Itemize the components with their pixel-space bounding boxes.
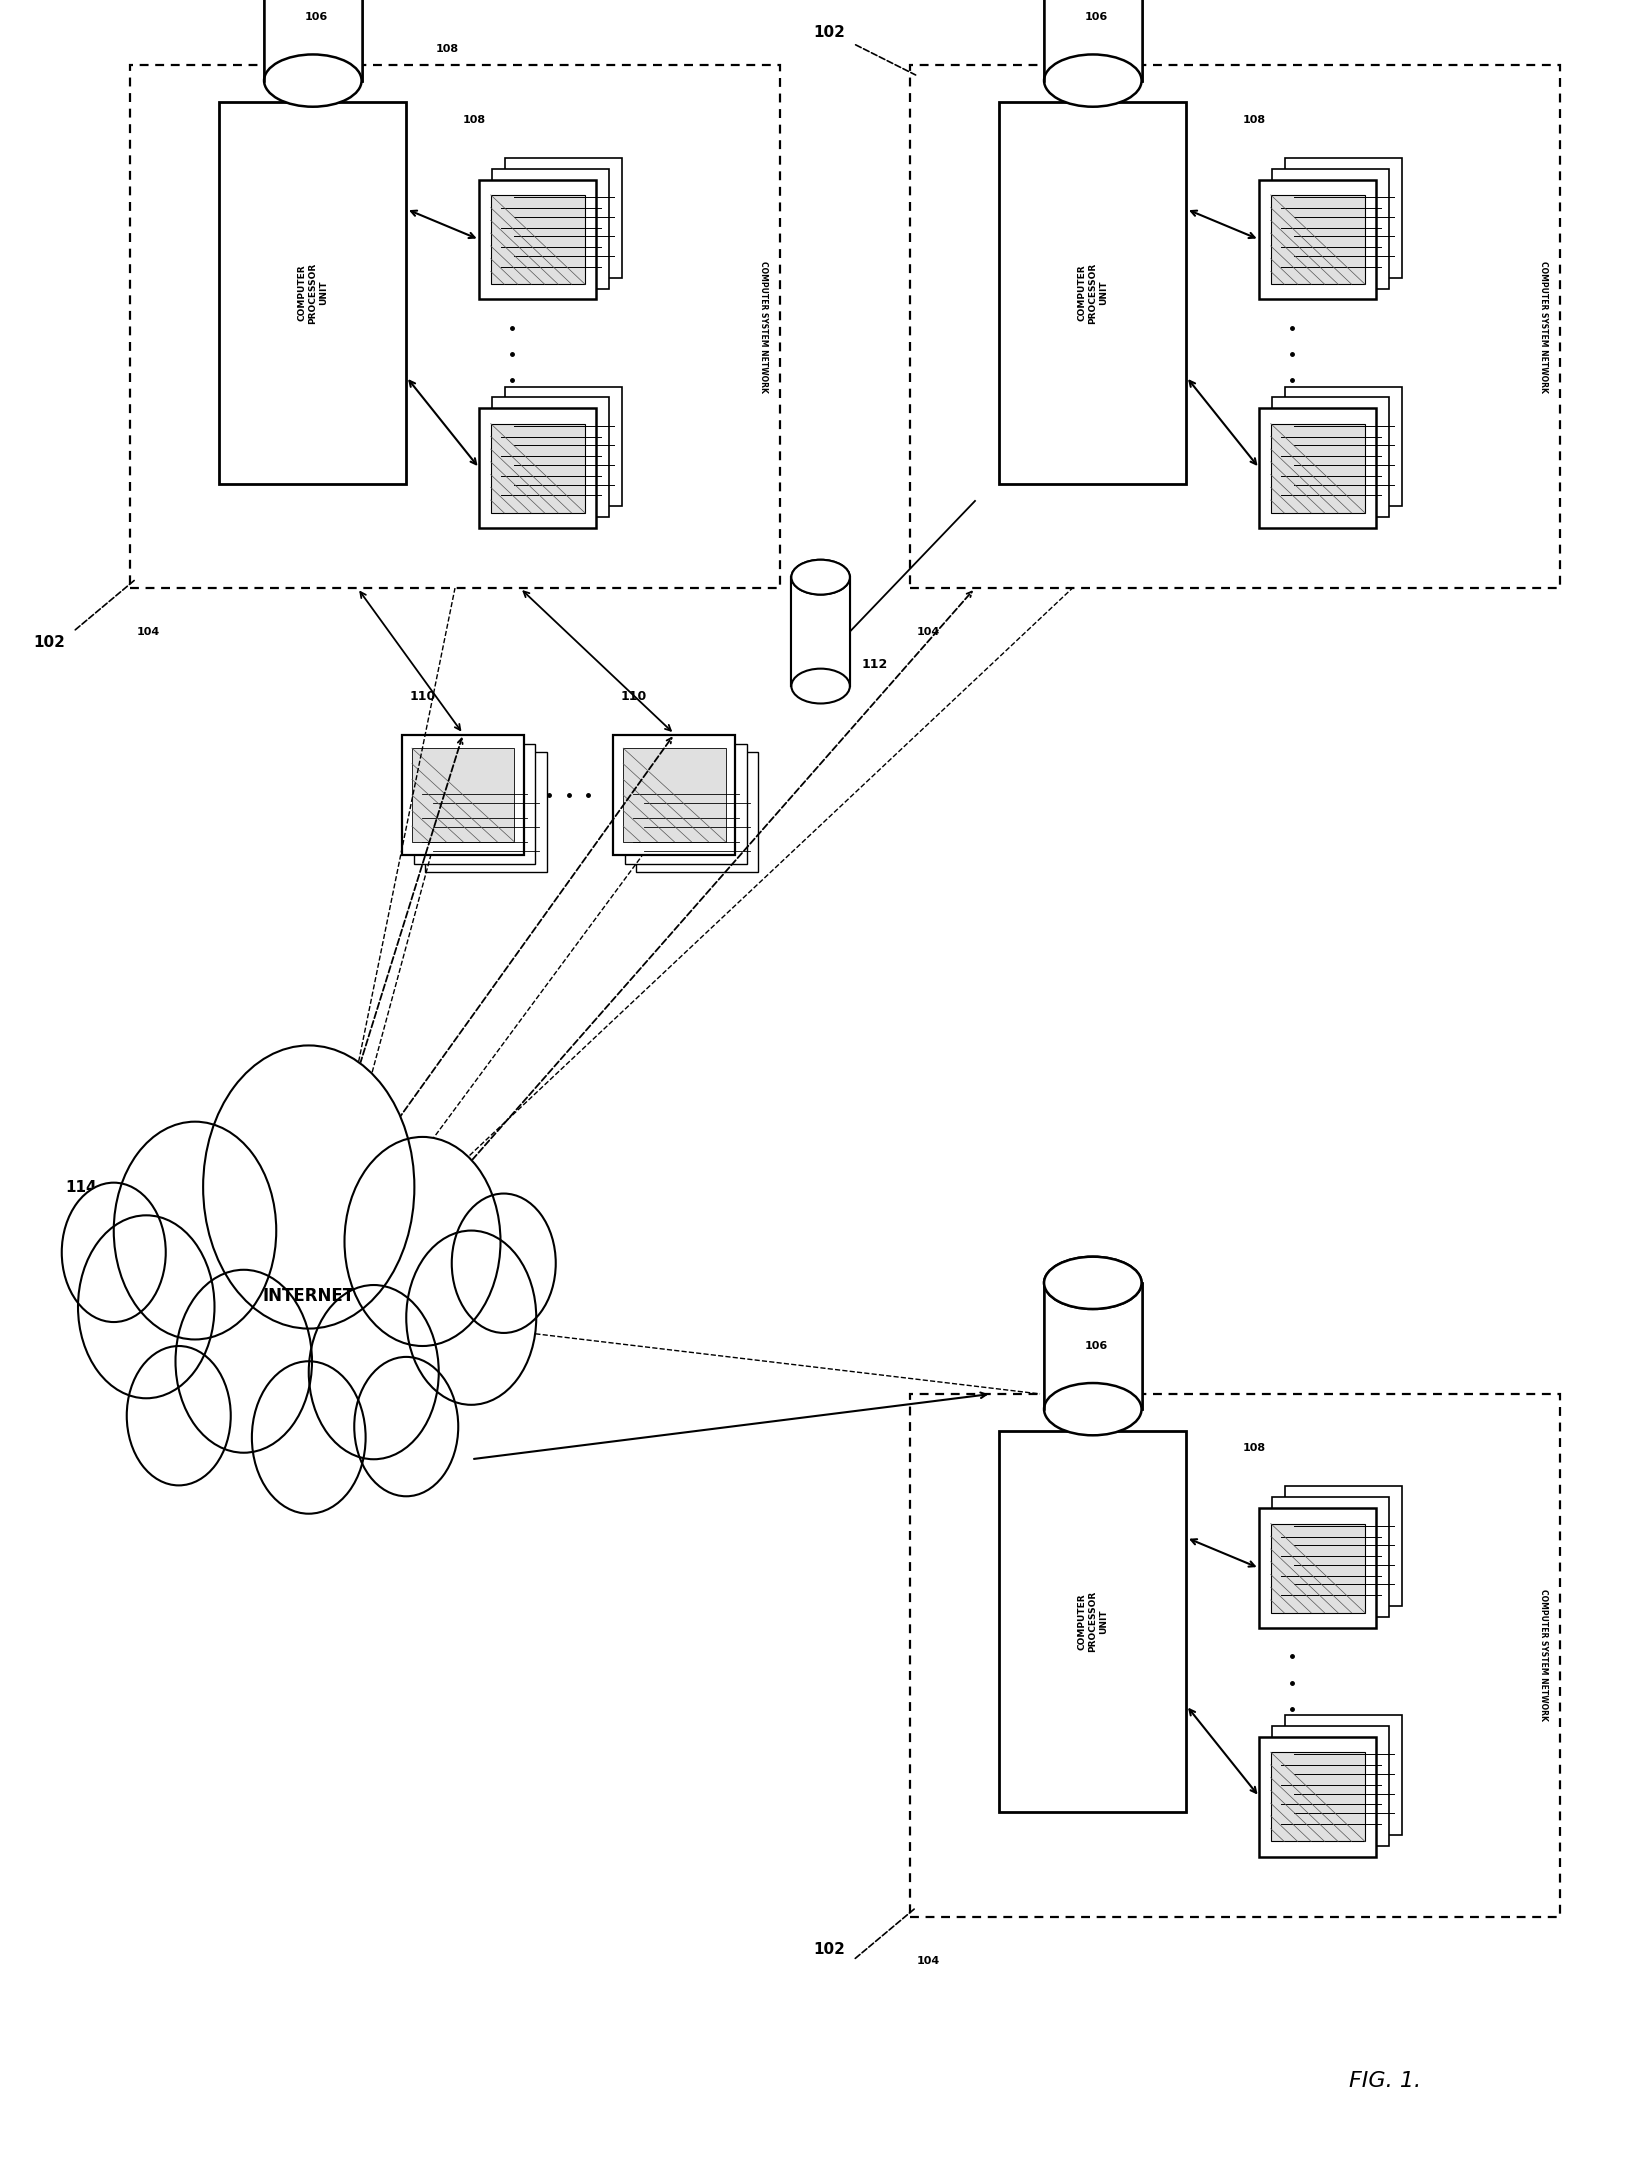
Text: 106: 106: [1084, 1342, 1108, 1350]
Ellipse shape: [1045, 1257, 1142, 1309]
Ellipse shape: [1045, 54, 1142, 107]
Bar: [999, 102, 1186, 484]
Bar: [1272, 168, 1389, 287]
Text: FIG. 1.: FIG. 1.: [1349, 2071, 1420, 2091]
Bar: [1285, 386, 1402, 507]
Bar: [479, 179, 596, 298]
Text: 108: 108: [436, 44, 458, 54]
Bar: [999, 1431, 1186, 1812]
Bar: [637, 751, 757, 871]
Text: 102: 102: [812, 26, 845, 39]
Bar: [1259, 1509, 1376, 1629]
Circle shape: [354, 1357, 458, 1496]
Circle shape: [78, 1215, 214, 1398]
Bar: [1045, 0, 1142, 81]
Text: 104: 104: [136, 627, 159, 638]
Text: 108: 108: [1243, 1444, 1266, 1453]
Circle shape: [176, 1270, 312, 1453]
Circle shape: [252, 1361, 366, 1514]
Text: 110: 110: [621, 690, 647, 703]
Text: 114: 114: [65, 1180, 96, 1194]
Text: 102: 102: [32, 636, 65, 649]
Text: COMPUTER SYSTEM NETWORK: COMPUTER SYSTEM NETWORK: [1539, 1590, 1549, 1721]
Text: 104: 104: [916, 627, 939, 638]
Text: 106: 106: [304, 13, 328, 22]
Circle shape: [344, 1137, 500, 1346]
Bar: [492, 168, 609, 287]
Bar: [1272, 1725, 1389, 1847]
Bar: [263, 0, 361, 81]
Ellipse shape: [791, 669, 850, 703]
Circle shape: [406, 1231, 536, 1405]
Text: 104: 104: [916, 1956, 939, 1967]
Text: COMPUTER SYSTEM NETWORK: COMPUTER SYSTEM NETWORK: [1539, 261, 1549, 392]
Circle shape: [127, 1346, 231, 1485]
Bar: [219, 102, 406, 484]
Bar: [1272, 396, 1389, 518]
Bar: [130, 65, 780, 588]
Text: 110: 110: [410, 690, 436, 703]
Bar: [1285, 1716, 1402, 1834]
Bar: [1272, 1498, 1389, 1616]
Circle shape: [452, 1194, 556, 1333]
Bar: [1259, 1738, 1376, 1856]
Ellipse shape: [263, 54, 361, 107]
Bar: [479, 409, 596, 529]
Bar: [1045, 1283, 1142, 1409]
Bar: [492, 396, 609, 518]
Bar: [1271, 423, 1365, 514]
Circle shape: [114, 1122, 276, 1339]
Circle shape: [62, 1183, 166, 1322]
Bar: [1271, 194, 1365, 283]
Bar: [424, 751, 546, 871]
Ellipse shape: [1045, 1383, 1142, 1435]
Text: 108: 108: [1243, 115, 1266, 124]
Bar: [1259, 409, 1376, 529]
Bar: [614, 734, 734, 854]
Text: 112: 112: [861, 658, 887, 671]
Bar: [491, 194, 585, 283]
Text: 106: 106: [1084, 13, 1108, 22]
Bar: [1271, 1525, 1365, 1612]
Bar: [411, 747, 514, 841]
Text: 102: 102: [812, 1943, 845, 1956]
Ellipse shape: [791, 560, 850, 595]
Bar: [624, 743, 748, 862]
Bar: [1285, 157, 1402, 277]
Bar: [413, 743, 536, 862]
Text: INTERNET: INTERNET: [263, 1287, 354, 1305]
Bar: [1271, 1751, 1365, 1843]
Text: COMPUTER
PROCESSOR
UNIT: COMPUTER PROCESSOR UNIT: [1077, 1590, 1108, 1653]
Text: COMPUTER
PROCESSOR
UNIT: COMPUTER PROCESSOR UNIT: [1077, 261, 1108, 325]
Ellipse shape: [791, 560, 850, 595]
Text: COMPUTER
PROCESSOR
UNIT: COMPUTER PROCESSOR UNIT: [297, 261, 328, 325]
Bar: [791, 577, 850, 686]
Text: COMPUTER SYSTEM NETWORK: COMPUTER SYSTEM NETWORK: [759, 261, 769, 392]
Circle shape: [309, 1285, 439, 1459]
Circle shape: [203, 1045, 414, 1329]
Bar: [401, 734, 523, 854]
Bar: [910, 65, 1560, 588]
Bar: [1285, 1488, 1402, 1607]
Bar: [1259, 179, 1376, 298]
Bar: [505, 157, 622, 277]
Bar: [910, 1394, 1560, 1917]
Bar: [624, 747, 725, 841]
Ellipse shape: [1045, 1257, 1142, 1309]
Bar: [505, 386, 622, 507]
Bar: [491, 423, 585, 514]
Text: 108: 108: [463, 115, 486, 124]
